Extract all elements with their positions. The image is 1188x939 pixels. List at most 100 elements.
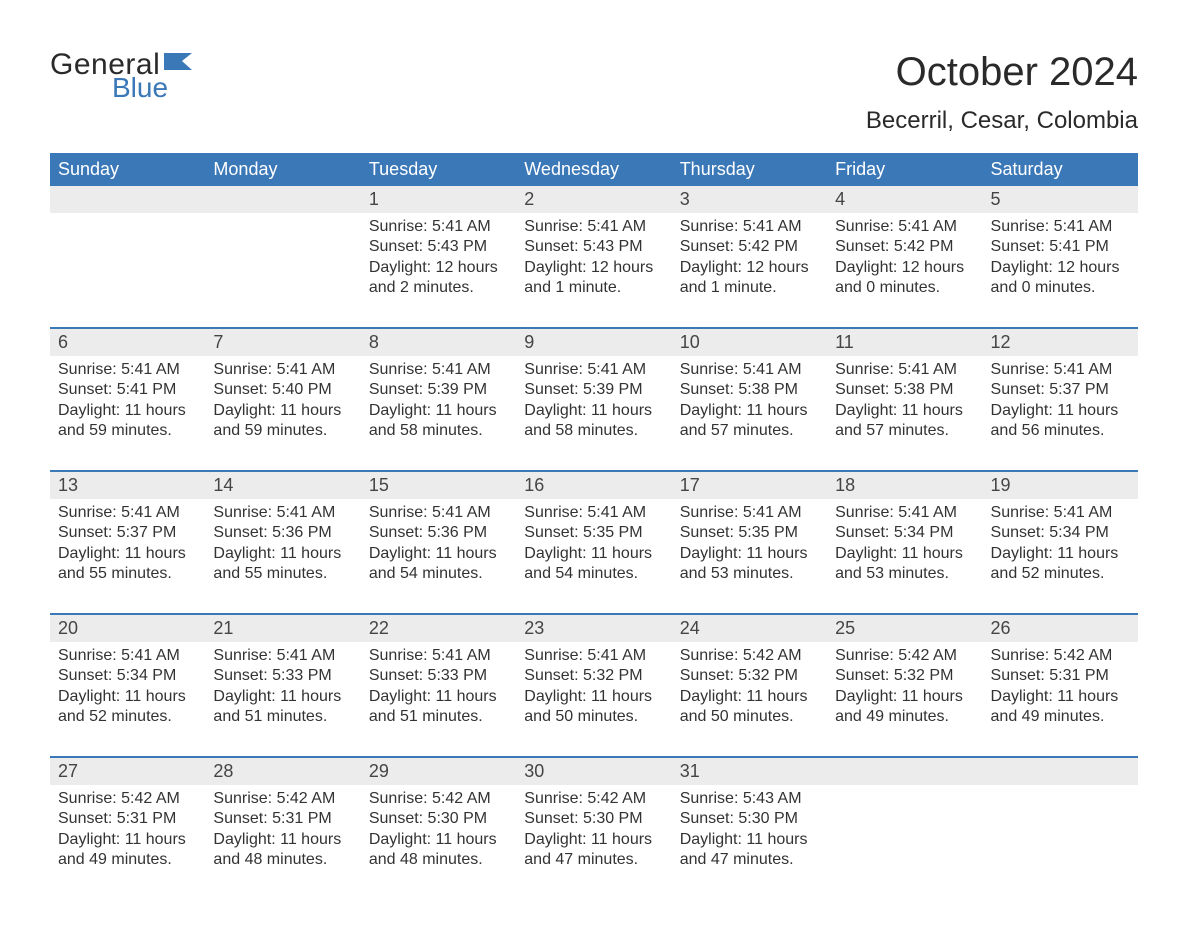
day-content-row: Sunrise: 5:41 AMSunset: 5:43 PMDaylight:…	[50, 213, 1138, 309]
day-number: 26	[983, 615, 1138, 642]
day-number: 1	[361, 186, 516, 213]
day-cell: Sunrise: 5:41 AMSunset: 5:34 PMDaylight:…	[827, 499, 982, 595]
day-number: 5	[983, 186, 1138, 213]
day-cell: Sunrise: 5:41 AMSunset: 5:37 PMDaylight:…	[50, 499, 205, 595]
day-cell: Sunrise: 5:41 AMSunset: 5:42 PMDaylight:…	[672, 213, 827, 309]
day-number: 24	[672, 615, 827, 642]
day-number: 6	[50, 329, 205, 356]
day-number: 28	[205, 758, 360, 785]
weekday-header: Thursday	[672, 153, 827, 186]
day-cell: Sunrise: 5:41 AMSunset: 5:38 PMDaylight:…	[827, 356, 982, 452]
day-number: 2	[516, 186, 671, 213]
daylight-text: Daylight: 11 hours and 52 minutes.	[58, 687, 197, 728]
sunrise-text: Sunrise: 5:41 AM	[369, 503, 508, 523]
sunrise-text: Sunrise: 5:41 AM	[213, 360, 352, 380]
day-cell: Sunrise: 5:42 AMSunset: 5:30 PMDaylight:…	[516, 785, 671, 881]
day-number	[983, 758, 1138, 785]
sunset-text: Sunset: 5:36 PM	[213, 523, 352, 543]
day-number: 9	[516, 329, 671, 356]
sunrise-text: Sunrise: 5:43 AM	[680, 789, 819, 809]
day-number: 7	[205, 329, 360, 356]
sunrise-text: Sunrise: 5:41 AM	[680, 360, 819, 380]
day-cell	[50, 213, 205, 309]
daylight-text: Daylight: 11 hours and 48 minutes.	[369, 830, 508, 871]
day-number: 14	[205, 472, 360, 499]
sunset-text: Sunset: 5:42 PM	[835, 237, 974, 257]
sunset-text: Sunset: 5:30 PM	[680, 809, 819, 829]
day-number: 21	[205, 615, 360, 642]
day-cell: Sunrise: 5:43 AMSunset: 5:30 PMDaylight:…	[672, 785, 827, 881]
daylight-text: Daylight: 11 hours and 51 minutes.	[369, 687, 508, 728]
day-number: 16	[516, 472, 671, 499]
day-cell: Sunrise: 5:41 AMSunset: 5:40 PMDaylight:…	[205, 356, 360, 452]
daylight-text: Daylight: 11 hours and 58 minutes.	[524, 401, 663, 442]
daylight-text: Daylight: 11 hours and 50 minutes.	[680, 687, 819, 728]
day-number: 30	[516, 758, 671, 785]
day-number: 23	[516, 615, 671, 642]
day-number-row: 13141516171819	[50, 470, 1138, 499]
daylight-text: Daylight: 12 hours and 0 minutes.	[991, 258, 1130, 299]
sunset-text: Sunset: 5:43 PM	[524, 237, 663, 257]
sunrise-text: Sunrise: 5:41 AM	[524, 217, 663, 237]
daylight-text: Daylight: 12 hours and 2 minutes.	[369, 258, 508, 299]
sunset-text: Sunset: 5:43 PM	[369, 237, 508, 257]
daylight-text: Daylight: 12 hours and 1 minute.	[680, 258, 819, 299]
daylight-text: Daylight: 11 hours and 53 minutes.	[835, 544, 974, 585]
day-number: 15	[361, 472, 516, 499]
sunrise-text: Sunrise: 5:42 AM	[991, 646, 1130, 666]
sunset-text: Sunset: 5:39 PM	[524, 380, 663, 400]
sunrise-text: Sunrise: 5:41 AM	[58, 646, 197, 666]
day-number: 11	[827, 329, 982, 356]
weekday-header: Monday	[205, 153, 360, 186]
page-header: General Blue October 2024 Becerril, Cesa…	[50, 50, 1138, 135]
sunrise-text: Sunrise: 5:41 AM	[524, 503, 663, 523]
daylight-text: Daylight: 11 hours and 59 minutes.	[58, 401, 197, 442]
day-cell: Sunrise: 5:41 AMSunset: 5:39 PMDaylight:…	[516, 356, 671, 452]
weekday-header: Tuesday	[361, 153, 516, 186]
sunrise-text: Sunrise: 5:41 AM	[835, 360, 974, 380]
daylight-text: Daylight: 12 hours and 0 minutes.	[835, 258, 974, 299]
day-number: 29	[361, 758, 516, 785]
day-cell: Sunrise: 5:41 AMSunset: 5:41 PMDaylight:…	[983, 213, 1138, 309]
sunrise-text: Sunrise: 5:42 AM	[680, 646, 819, 666]
sunrise-text: Sunrise: 5:41 AM	[991, 360, 1130, 380]
flag-icon	[164, 50, 194, 74]
sunrise-text: Sunrise: 5:41 AM	[213, 503, 352, 523]
day-cell: Sunrise: 5:41 AMSunset: 5:37 PMDaylight:…	[983, 356, 1138, 452]
sunset-text: Sunset: 5:37 PM	[991, 380, 1130, 400]
daylight-text: Daylight: 11 hours and 58 minutes.	[369, 401, 508, 442]
day-cell: Sunrise: 5:42 AMSunset: 5:32 PMDaylight:…	[827, 642, 982, 738]
daylight-text: Daylight: 11 hours and 54 minutes.	[524, 544, 663, 585]
day-cell: Sunrise: 5:41 AMSunset: 5:35 PMDaylight:…	[672, 499, 827, 595]
day-cell: Sunrise: 5:41 AMSunset: 5:42 PMDaylight:…	[827, 213, 982, 309]
sunrise-text: Sunrise: 5:41 AM	[524, 360, 663, 380]
sunset-text: Sunset: 5:32 PM	[680, 666, 819, 686]
sunset-text: Sunset: 5:42 PM	[680, 237, 819, 257]
sunrise-text: Sunrise: 5:41 AM	[835, 503, 974, 523]
daylight-text: Daylight: 11 hours and 52 minutes.	[991, 544, 1130, 585]
day-number	[827, 758, 982, 785]
daylight-text: Daylight: 11 hours and 49 minutes.	[835, 687, 974, 728]
weekday-header: Wednesday	[516, 153, 671, 186]
sunrise-text: Sunrise: 5:41 AM	[369, 217, 508, 237]
day-cell: Sunrise: 5:41 AMSunset: 5:34 PMDaylight:…	[983, 499, 1138, 595]
day-number-row: 12345	[50, 186, 1138, 213]
sunrise-text: Sunrise: 5:41 AM	[680, 503, 819, 523]
day-cell: Sunrise: 5:41 AMSunset: 5:38 PMDaylight:…	[672, 356, 827, 452]
sunset-text: Sunset: 5:41 PM	[58, 380, 197, 400]
daylight-text: Daylight: 11 hours and 51 minutes.	[213, 687, 352, 728]
day-number: 17	[672, 472, 827, 499]
brand-logo: General Blue	[50, 50, 194, 102]
day-number: 12	[983, 329, 1138, 356]
sunset-text: Sunset: 5:34 PM	[58, 666, 197, 686]
day-cell: Sunrise: 5:41 AMSunset: 5:35 PMDaylight:…	[516, 499, 671, 595]
day-cell: Sunrise: 5:41 AMSunset: 5:36 PMDaylight:…	[205, 499, 360, 595]
sunset-text: Sunset: 5:34 PM	[835, 523, 974, 543]
day-number: 20	[50, 615, 205, 642]
title-block: October 2024 Becerril, Cesar, Colombia	[866, 50, 1138, 135]
day-cell: Sunrise: 5:41 AMSunset: 5:43 PMDaylight:…	[361, 213, 516, 309]
sunset-text: Sunset: 5:32 PM	[835, 666, 974, 686]
sunset-text: Sunset: 5:30 PM	[524, 809, 663, 829]
day-number	[50, 186, 205, 213]
sunrise-text: Sunrise: 5:41 AM	[524, 646, 663, 666]
